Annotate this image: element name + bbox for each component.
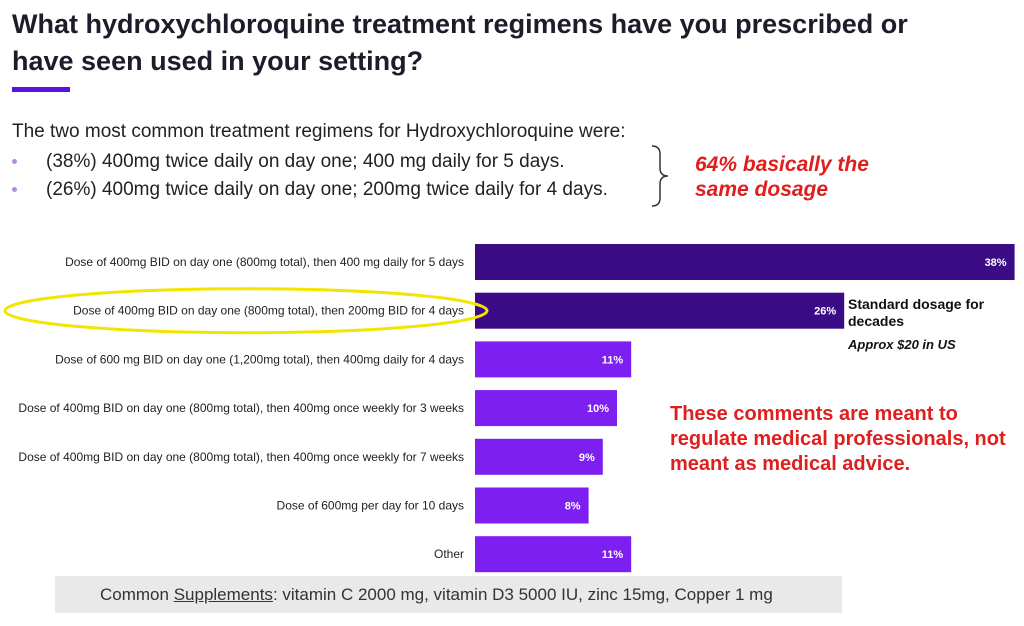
- category-label: Dose of 600 mg BID on day one (1,200mg t…: [55, 352, 464, 366]
- bullet-dot-icon: [12, 187, 17, 192]
- supplements-label: Common: [100, 584, 169, 604]
- bar-3: [475, 341, 632, 378]
- curly-brace-icon: [651, 145, 669, 207]
- summary-bullet-text: (26%) 400mg twice daily on day one; 200m…: [46, 179, 608, 200]
- category-label: Dose of 400mg BID on day one (800mg tota…: [18, 450, 464, 464]
- highlight-ellipse: [3, 287, 489, 335]
- bar-7: [475, 536, 632, 573]
- regimen-bar-chart: 38% Dose of 400mg BID on day one (800mg t…: [3, 244, 1015, 573]
- disclaimer-callout: These comments are meant to regulate med…: [670, 403, 1006, 475]
- bar-value-label: 8%: [565, 501, 581, 513]
- bar-value-label: 26%: [814, 306, 836, 318]
- bar-value-label: 9%: [579, 452, 595, 464]
- bar-value-label: 11%: [602, 549, 624, 561]
- category-label: Dose of 400mg BID on day one (800mg tota…: [18, 401, 464, 415]
- summary-bullet-1: (38%) 400mg twice daily on day one; 400 …: [12, 149, 608, 177]
- category-label: Dose of 400mg BID on day one (800mg tota…: [73, 304, 464, 318]
- supplements-banner: Common Supplements: vitamin C 2000 mg, v…: [55, 576, 842, 613]
- summary-list: (38%) 400mg twice daily on day one; 400 …: [12, 149, 608, 205]
- bar-2: [475, 292, 845, 329]
- bar-value-label: 38%: [985, 257, 1007, 269]
- summary-bullet-text: (38%) 400mg twice daily on day one; 400 …: [46, 151, 565, 172]
- category-label: Dose of 400mg BID on day one (800mg tota…: [65, 255, 464, 269]
- price-note: Approx $20 in US: [848, 337, 956, 352]
- bar-1: [475, 244, 1015, 280]
- summary-intro: The two most common treatment regimens f…: [12, 121, 626, 142]
- summary-bullet-2: (26%) 400mg twice daily on day one; 200m…: [12, 177, 608, 205]
- supplements-heading: Supplements: [173, 584, 273, 604]
- bar-4: [475, 390, 617, 427]
- bar-value-label: 11%: [602, 354, 624, 366]
- category-label: Dose of 600mg per day for 10 days: [277, 499, 464, 513]
- bar-6: [475, 487, 589, 524]
- standard-dosage-note: Standard dosage for decades: [848, 296, 985, 329]
- category-label: Other: [434, 547, 464, 561]
- bullet-dot-icon: [12, 159, 17, 164]
- dosage-callout: 64% basically the same dosage: [695, 153, 869, 201]
- page-title: What hydroxychloroquine treatment regime…: [12, 9, 908, 76]
- bar-value-label: 10%: [587, 403, 609, 415]
- supplements-text: : vitamin C 2000 mg, vitamin D3 5000 IU,…: [272, 584, 773, 604]
- title-accent-rule: [12, 87, 70, 92]
- bar-5: [475, 438, 603, 475]
